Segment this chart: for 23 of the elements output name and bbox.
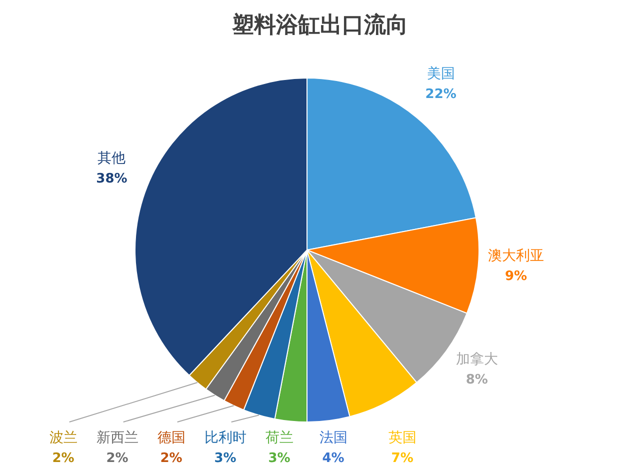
- data-label: 2%: [106, 451, 128, 466]
- slice-label: 新西兰: [96, 430, 138, 446]
- slice-label: 澳大利亚: [488, 248, 544, 264]
- data-label: 8%: [466, 372, 488, 388]
- slice-label: 英国: [388, 430, 416, 446]
- data-label: 3%: [214, 451, 236, 466]
- data-label: 2%: [52, 451, 74, 466]
- slice-label: 荷兰: [265, 430, 294, 446]
- data-label: 38%: [96, 172, 128, 187]
- slice-label: 比利时: [204, 430, 246, 446]
- data-label: 22%: [425, 87, 456, 102]
- slice-label: 德国: [157, 430, 186, 446]
- data-label: 7%: [391, 451, 414, 466]
- chart-title: 塑料浴缸出口流向: [231, 12, 408, 38]
- data-label: 9%: [505, 268, 528, 284]
- slice-label: 法国: [319, 430, 348, 446]
- slice-label: 其他: [98, 150, 126, 167]
- data-label: 4%: [322, 451, 344, 466]
- data-label: 2%: [160, 451, 182, 466]
- slice-label: 波兰: [49, 430, 78, 446]
- slice-label: 美国: [426, 66, 455, 82]
- data-label: 3%: [268, 451, 290, 466]
- slice-label: 加拿大: [456, 351, 498, 368]
